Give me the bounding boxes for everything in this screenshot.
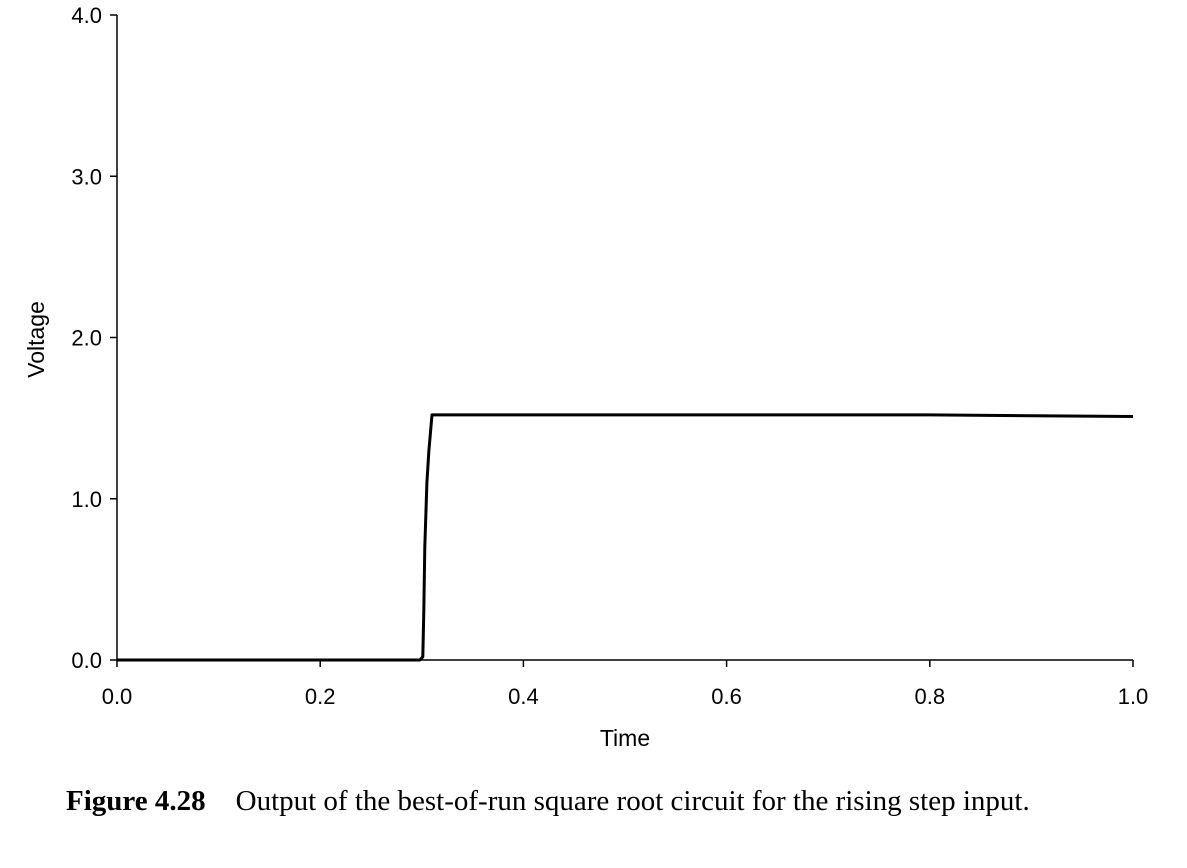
caption-text: Output of the best-of-run square root ci… bbox=[235, 785, 1030, 817]
line-chart: 0.0 0.2 0.4 0.6 0.8 1.0 0.01.02.03.04.0 Time … bbox=[23, 3, 1149, 751]
y-tick-label: 1.0 bbox=[71, 487, 102, 512]
y-tick-label: 0.0 bbox=[71, 648, 102, 673]
y-tick-label: 4.0 bbox=[71, 3, 102, 28]
y-axis-ticks: 0.0 1.0 2.0 3.0 4.0 bbox=[71, 3, 117, 673]
y-tick-label: 2.0 bbox=[71, 326, 102, 351]
x-tick-label: 1.0 bbox=[1118, 684, 1149, 709]
figure-number: Figure 4.28 bbox=[66, 785, 206, 817]
x-tick-label: 0.0 bbox=[102, 684, 133, 709]
x-tick-label: 0.6 bbox=[711, 684, 742, 709]
x-axis-title: Time bbox=[600, 725, 650, 751]
figure-caption: Figure 4.28 Output of the best-of-run squ… bbox=[66, 785, 1166, 818]
x-tick-label: 0.4 bbox=[508, 684, 539, 709]
y-tick-label: 3.0 bbox=[71, 164, 102, 189]
y-axis-title: Voltage bbox=[23, 301, 49, 378]
x-tick-label: 0.8 bbox=[915, 684, 946, 709]
series-layer bbox=[117, 413, 1134, 662]
series-line-0 bbox=[117, 413, 1134, 662]
x-axis-ticks: 0.0 0.2 0.4 0.6 0.8 1.0 bbox=[102, 660, 1149, 709]
x-tick-label: 0.2 bbox=[305, 684, 336, 709]
